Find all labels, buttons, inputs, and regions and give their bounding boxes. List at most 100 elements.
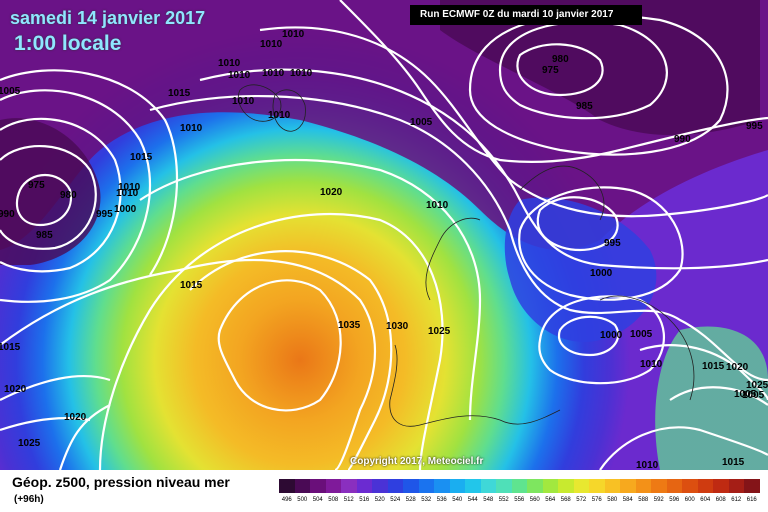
scale-swatch (620, 479, 636, 493)
isobar-label: 1000 (600, 330, 623, 341)
scale-swatch (356, 479, 372, 493)
scale-label: 584 (622, 497, 633, 503)
scale-label: 520 (374, 497, 385, 503)
scale-label: 608 (715, 497, 726, 503)
isobar-label: 975 (28, 180, 45, 191)
scale-label: 532 (421, 497, 432, 503)
scale-swatch (558, 479, 574, 493)
isobar-label: 1020 (726, 362, 749, 373)
scale-swatch (480, 479, 496, 493)
scale-swatch (387, 479, 403, 493)
isobar-label: 1025 (746, 380, 768, 391)
isobar-label: 1015 (702, 361, 725, 372)
isobar-label: 1015 (722, 457, 745, 468)
scale-label: 612 (731, 497, 742, 503)
scale-swatch (496, 479, 512, 493)
isobar-label: 995 (96, 209, 113, 220)
forecast-date: samedi 14 janvier 2017 (10, 8, 206, 28)
isobar-label: 1010 (262, 68, 285, 79)
scale-label: 592 (653, 497, 664, 503)
scale-swatch (279, 479, 295, 493)
low-scandinavia (440, 0, 760, 135)
color-scale (279, 479, 760, 493)
scale-label: 596 (669, 497, 680, 503)
scale-swatch (310, 479, 326, 493)
isobar-label: 990 (0, 209, 15, 220)
isobar-label: 1010 (636, 460, 659, 470)
scale-label: 616 (746, 497, 757, 503)
scale-label: 512 (343, 497, 354, 503)
forecast-lead: (+96h) (14, 494, 44, 505)
model-run-label: Run ECMWF 0Z du mardi 10 janvier 2017 (410, 5, 642, 25)
isobar-label: 1010 (282, 29, 305, 40)
isobar-label: 980 (60, 190, 77, 201)
scale-label: 504 (312, 497, 323, 503)
scale-swatch (651, 479, 667, 493)
isobar-label: 1010 (640, 359, 663, 370)
scale-label: 604 (700, 497, 711, 503)
weather-map: 1010 1010 1010 1010 1010 1010 1010 1015 … (0, 0, 768, 470)
isobar-label: 985 (576, 101, 593, 112)
isobar-label: 995 (746, 121, 763, 132)
scale-swatch (604, 479, 620, 493)
isobar-label: 1010 (180, 123, 203, 134)
scale-swatch (728, 479, 744, 493)
isobar-label: 1005 (0, 86, 21, 97)
isobar-label: 1010 (116, 188, 139, 199)
scale-label: 516 (359, 497, 370, 503)
scale-swatch (666, 479, 682, 493)
isobar-label: 1020 (320, 187, 343, 198)
scale-swatch (511, 479, 527, 493)
scale-label: 524 (390, 497, 401, 503)
scale-label: 544 (467, 497, 478, 503)
isobar-label: 1020 (64, 412, 87, 423)
scale-swatch (465, 479, 481, 493)
isobar-label: 1030 (386, 321, 409, 332)
scale-swatch (527, 479, 543, 493)
isobar-label: 1010 (218, 58, 241, 69)
scale-label: 580 (607, 497, 618, 503)
scale-label: 496 (281, 497, 292, 503)
isobar-label: 990 (674, 134, 691, 145)
scale-swatch (635, 479, 651, 493)
isobar-label: 1005 (734, 389, 757, 400)
isobar-label: 980 (552, 54, 569, 65)
scale-swatch (589, 479, 605, 493)
isobar-label: 1010 (426, 200, 449, 211)
scale-label: 588 (638, 497, 649, 503)
isobar-label: 1015 (180, 280, 203, 291)
isobar-label: 1010 (268, 110, 291, 121)
isobar-label: 1025 (18, 438, 41, 449)
isobar-label: 1010 (118, 182, 141, 193)
map-title: Géop. z500, pression niveau mer (12, 474, 230, 490)
east-green (655, 326, 768, 470)
isobar-label: 1010 (260, 39, 283, 50)
isobar-label: 1020 (4, 384, 27, 395)
scale-label: 568 (560, 497, 571, 503)
scale-swatch (682, 479, 698, 493)
isobar-label: 1025 (428, 326, 451, 337)
scale-swatch (372, 479, 388, 493)
isobar-label: 1035 (338, 320, 361, 331)
isobar-label: 1000 (590, 268, 613, 279)
scale-label: 564 (545, 497, 556, 503)
isobar-label: 1000 (114, 204, 137, 215)
scale-swatch (573, 479, 589, 493)
isobar-label: 1010 (228, 70, 251, 81)
isobar-label: 1005 (742, 390, 765, 401)
scale-label: 556 (514, 497, 525, 503)
map-canvas: 1010 1010 1010 1010 1010 1010 1010 1015 … (0, 0, 768, 470)
coastlines (238, 84, 695, 427)
scale-swatch (403, 479, 419, 493)
isobar-label: 1010 (232, 96, 255, 107)
isobar-label: 995 (604, 238, 621, 249)
scale-swatch (542, 479, 558, 493)
scale-label: 552 (498, 497, 509, 503)
scale-swatch (325, 479, 341, 493)
scale-label: 500 (297, 497, 308, 503)
isobar-labels: 1010 1010 1010 1010 1010 1010 1010 1015 … (0, 29, 768, 470)
scale-label: 508 (328, 497, 339, 503)
scale-swatch (418, 479, 434, 493)
color-scale-labels: 496 500 504 508 512 516 520 524 528 532 536 540 544 5… (279, 497, 760, 503)
scale-swatch (697, 479, 713, 493)
